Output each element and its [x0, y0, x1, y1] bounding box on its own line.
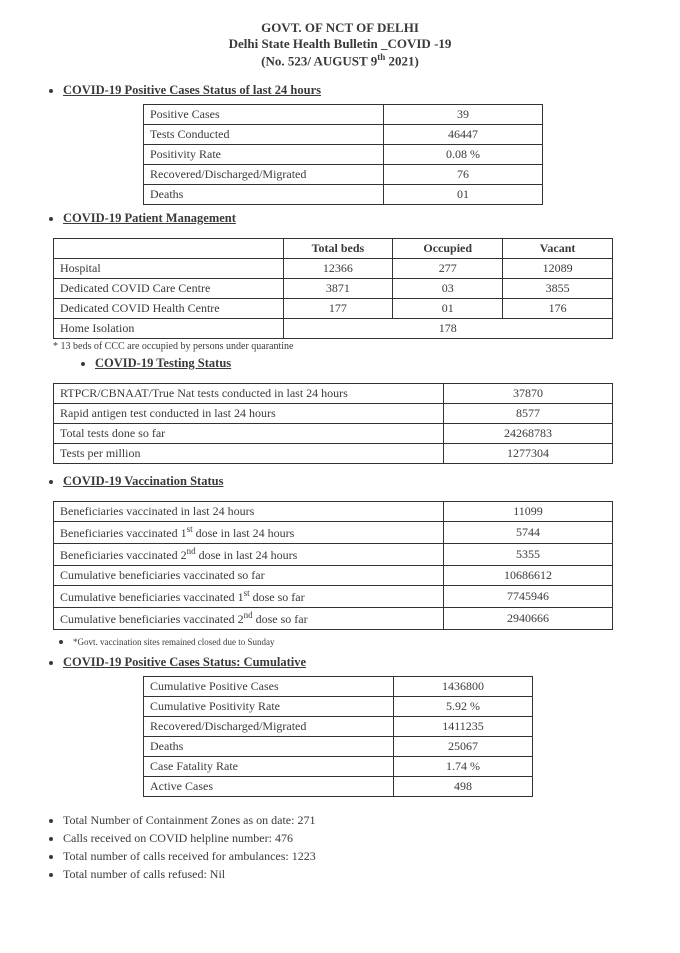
table-vaccination: Beneficiaries vaccinated in last 24 hour…	[53, 501, 613, 630]
list-item: Total Number of Containment Zones as on …	[63, 813, 645, 828]
table-row: Cumulative Positivity Rate5.92 %	[144, 697, 533, 717]
section-title-testing: COVID-19 Testing Status	[95, 356, 231, 371]
table-row: Deaths01	[144, 185, 543, 205]
table-cumulative: Cumulative Positive Cases1436800 Cumulat…	[143, 676, 533, 797]
table-row: Cumulative beneficiaries vaccinated so f…	[54, 566, 613, 586]
table-row: Positivity Rate0.08 %	[144, 145, 543, 165]
section-title-cumulative: COVID-19 Positive Cases Status: Cumulati…	[63, 655, 306, 670]
table-row: Recovered/Discharged/Migrated1411235	[144, 717, 533, 737]
header-line-3: (No. 523/ AUGUST 9th 2021)	[35, 52, 645, 69]
final-bullets: Total Number of Containment Zones as on …	[63, 813, 645, 882]
header-line-2: Delhi State Health Bulletin _COVID -19	[35, 36, 645, 52]
table-row: Positive Cases39	[144, 105, 543, 125]
table-header-row: Total beds Occupied Vacant	[54, 239, 613, 259]
table-row: RTPCR/CBNAAT/True Nat tests conducted in…	[54, 384, 613, 404]
table-row: Active Cases498	[144, 777, 533, 797]
table-patient-mgmt: Total beds Occupied Vacant Hospital12366…	[53, 238, 613, 339]
table-row: Home Isolation178	[54, 319, 613, 339]
list-item: Total number of calls received for ambul…	[63, 849, 645, 864]
table-row: Recovered/Discharged/Migrated76	[144, 165, 543, 185]
page-header: GOVT. OF NCT OF DELHI Delhi State Health…	[35, 20, 645, 69]
table-row: Beneficiaries vaccinated 1st dose in las…	[54, 522, 613, 544]
section-title-vaccination: COVID-19 Vaccination Status	[63, 474, 223, 489]
table-row: Hospital1236627712089	[54, 259, 613, 279]
table-row: Rapid antigen test conducted in last 24 …	[54, 404, 613, 424]
list-item: Calls received on COVID helpline number:…	[63, 831, 645, 846]
table-row: Case Fatality Rate1.74 %	[144, 757, 533, 777]
table-testing: RTPCR/CBNAAT/True Nat tests conducted in…	[53, 383, 613, 464]
table-row: Cumulative Positive Cases1436800	[144, 677, 533, 697]
table-row: Beneficiaries vaccinated 2nd dose in las…	[54, 544, 613, 566]
footnote-vaccination: *Govt. vaccination sites remained closed…	[73, 637, 274, 647]
table-cases-24h: Positive Cases39 Tests Conducted46447 Po…	[143, 104, 543, 205]
section-title-patient-mgmt: COVID-19 Patient Management	[63, 211, 236, 226]
table-row: Deaths25067	[144, 737, 533, 757]
header-line-1: GOVT. OF NCT OF DELHI	[35, 20, 645, 36]
section-title-cases-24h: COVID-19 Positive Cases Status of last 2…	[63, 83, 321, 98]
table-row: Dedicated COVID Care Centre3871033855	[54, 279, 613, 299]
table-row: Beneficiaries vaccinated in last 24 hour…	[54, 502, 613, 522]
table-row: Tests per million1277304	[54, 444, 613, 464]
table-row: Cumulative beneficiaries vaccinated 1st …	[54, 586, 613, 608]
table-row: Dedicated COVID Health Centre17701176	[54, 299, 613, 319]
table-row: Cumulative beneficiaries vaccinated 2nd …	[54, 608, 613, 630]
list-item: Total number of calls refused: Nil	[63, 867, 645, 882]
table-row: Total tests done so far24268783	[54, 424, 613, 444]
table-row: Tests Conducted46447	[144, 125, 543, 145]
footnote-ccc: * 13 beds of CCC are occupied by persons…	[53, 341, 645, 352]
